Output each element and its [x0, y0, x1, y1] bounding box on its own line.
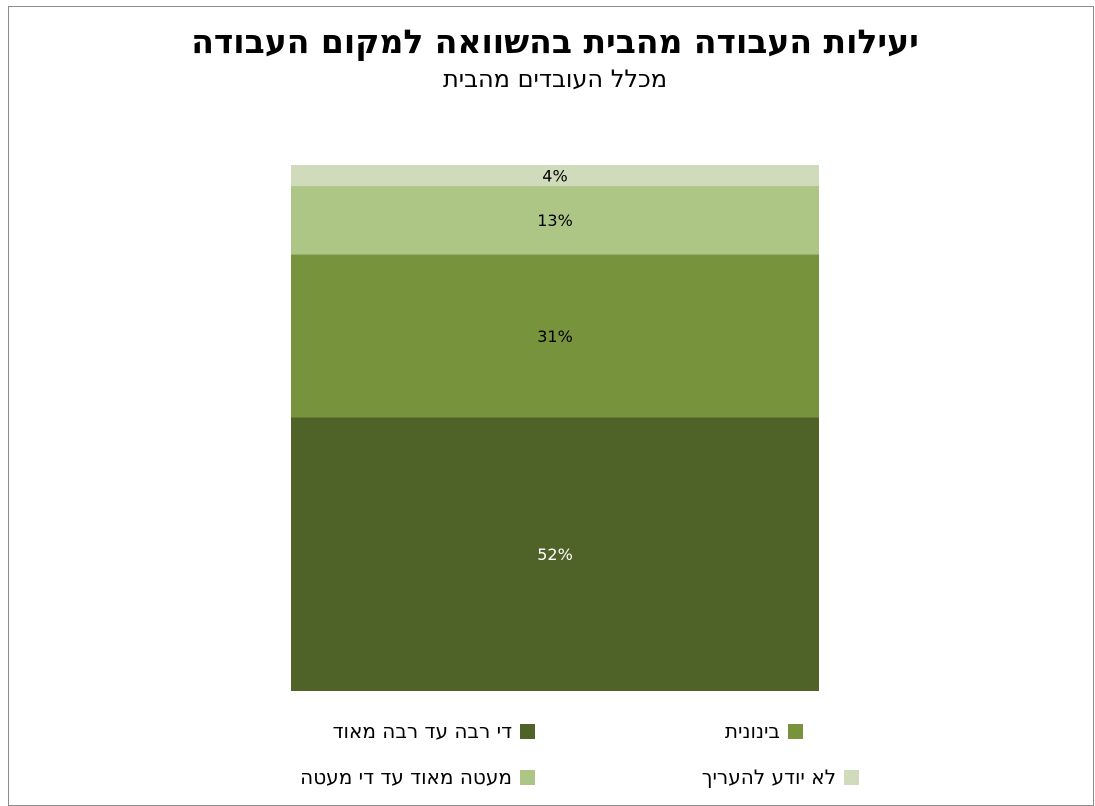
- legend-item-very-much: די רבה עד רבה מאוד: [333, 716, 535, 746]
- chart-title: יעילות העבודה מהבית בהשוואה למקום העבודה: [191, 22, 919, 61]
- data-label: 31%: [537, 327, 573, 346]
- legend-label: לא יודע להעריך: [701, 765, 836, 789]
- data-label: 13%: [537, 211, 573, 230]
- bar-segment-dont-know: [291, 165, 819, 187]
- legend-swatch: [844, 769, 859, 785]
- legend-label: מעטה מאוד עד די מעטה: [300, 765, 512, 789]
- data-label: 52%: [537, 545, 573, 564]
- bar-segment-very-much: [291, 417, 819, 691]
- bar-segment-moderate: [291, 254, 819, 418]
- legend-label: בינונית: [724, 719, 780, 743]
- legend-label: די רבה עד רבה מאוד: [332, 719, 512, 743]
- data-label: 4%: [542, 167, 567, 186]
- legend-item-moderate: בינונית: [725, 716, 803, 746]
- bar-segment-little: [291, 186, 819, 255]
- chart-subtitle: מכלל העובדים מהבית: [442, 65, 668, 93]
- legend-item-little: מעטה מאוד עד די מעטה: [300, 762, 535, 792]
- legend-swatch: [520, 723, 535, 739]
- legend-swatch: [520, 769, 535, 785]
- legend-swatch: [788, 723, 803, 739]
- legend-item-dont-know: לא יודע להעריך: [702, 762, 859, 792]
